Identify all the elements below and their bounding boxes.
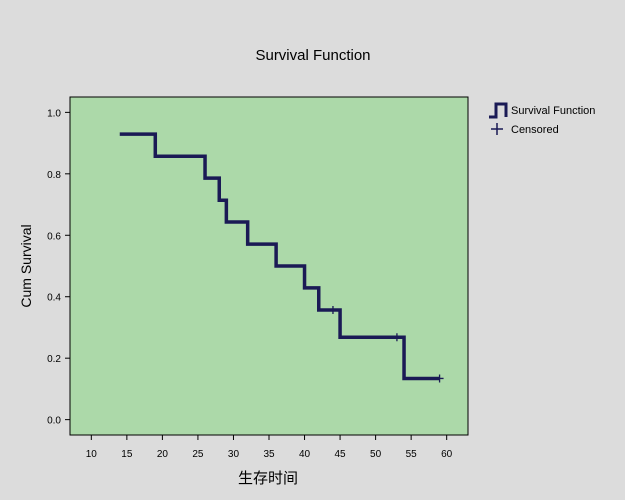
x-axis: 10 15 20 25 30 35 40 45 50 55 60 — [86, 435, 453, 460]
survival-step-line — [119, 132, 440, 381]
legend-label-survival: Survival Function — [511, 105, 595, 117]
legend-step-icon — [489, 102, 508, 119]
x-tick-label: 50 — [370, 449, 382, 460]
x-tick-label: 55 — [406, 449, 418, 460]
y-axis: 0.0 0.2 0.4 0.6 0.8 1.0 — [47, 108, 70, 427]
y-tick-label: 0.2 — [47, 354, 61, 365]
x-tick-label: 60 — [441, 449, 453, 460]
censored-marks — [328, 305, 444, 383]
x-tick-label: 30 — [228, 449, 240, 460]
chart-title: Survival Function — [255, 47, 370, 64]
legend-plus-icon — [491, 123, 503, 135]
series-layer — [119, 132, 440, 381]
x-tick-label: 35 — [263, 449, 275, 460]
x-tick-label: 45 — [335, 449, 347, 460]
x-tick-label: 20 — [157, 449, 169, 460]
x-tick-label: 15 — [121, 449, 133, 460]
x-tick-label: 25 — [192, 449, 204, 460]
censored-mark — [435, 374, 444, 383]
plot-area — [69, 96, 469, 436]
x-tick-label: 10 — [86, 449, 98, 460]
y-tick-label: 0.8 — [47, 170, 61, 181]
y-tick-label: 0.4 — [47, 293, 61, 304]
legend-label-censored: Censored — [511, 124, 559, 136]
y-tick-label: 0.6 — [47, 231, 61, 242]
x-axis-label: 生存时间 — [238, 470, 298, 487]
censored-mark — [328, 305, 337, 314]
y-tick-label: 1.0 — [47, 108, 61, 119]
legend: Survival Function Censored — [489, 102, 595, 136]
y-axis-label: Cum Survival — [18, 224, 34, 307]
x-tick-label: 40 — [299, 449, 311, 460]
censored-mark — [392, 333, 401, 342]
y-tick-label: 0.0 — [47, 416, 61, 427]
